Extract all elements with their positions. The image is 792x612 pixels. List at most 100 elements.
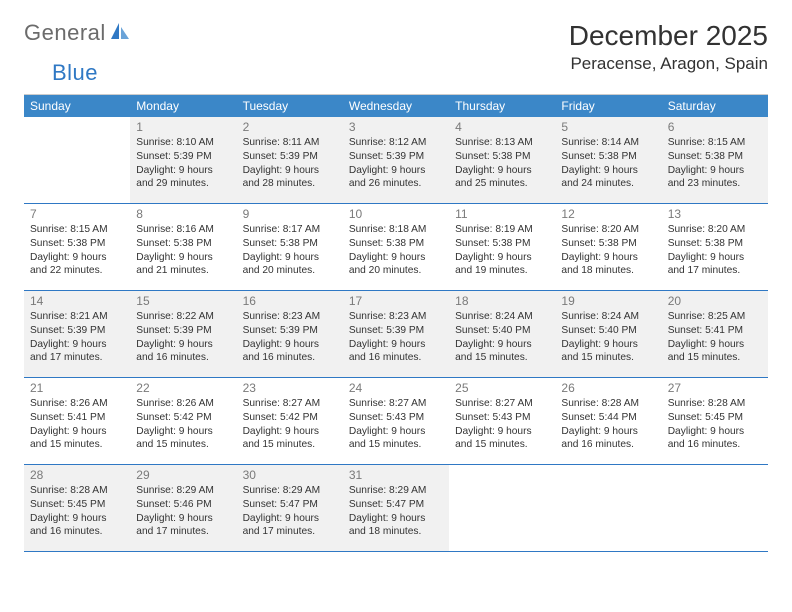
sunrise-text: Sunrise: 8:28 AM	[668, 397, 762, 411]
sunset-text: Sunset: 5:39 PM	[349, 324, 443, 338]
day-number: 11	[455, 207, 549, 221]
day-info: Sunrise: 8:26 AMSunset: 5:41 PMDaylight:…	[30, 397, 124, 452]
sunset-text: Sunset: 5:38 PM	[561, 150, 655, 164]
sunrise-text: Sunrise: 8:29 AM	[349, 484, 443, 498]
sunrise-text: Sunrise: 8:27 AM	[243, 397, 337, 411]
week-row: 14Sunrise: 8:21 AMSunset: 5:39 PMDayligh…	[24, 291, 768, 378]
daylight-text: Daylight: 9 hours and 15 minutes.	[243, 425, 337, 453]
daylight-text: Daylight: 9 hours and 15 minutes.	[561, 338, 655, 366]
day-cell: 17Sunrise: 8:23 AMSunset: 5:39 PMDayligh…	[343, 291, 449, 377]
day-number: 25	[455, 381, 549, 395]
day-info: Sunrise: 8:29 AMSunset: 5:46 PMDaylight:…	[136, 484, 230, 539]
daylight-text: Daylight: 9 hours and 20 minutes.	[349, 251, 443, 279]
month-title: December 2025	[569, 20, 768, 52]
sunset-text: Sunset: 5:38 PM	[349, 237, 443, 251]
day-cell: 5Sunrise: 8:14 AMSunset: 5:38 PMDaylight…	[555, 117, 661, 203]
day-number: 14	[30, 294, 124, 308]
sunrise-text: Sunrise: 8:20 AM	[668, 223, 762, 237]
daylight-text: Daylight: 9 hours and 29 minutes.	[136, 164, 230, 192]
daylight-text: Daylight: 9 hours and 17 minutes.	[243, 512, 337, 540]
sunset-text: Sunset: 5:41 PM	[30, 411, 124, 425]
day-cell	[555, 465, 661, 551]
location-label: Peracense, Aragon, Spain	[569, 54, 768, 74]
dayofweek-header-cell: Tuesday	[237, 95, 343, 117]
daylight-text: Daylight: 9 hours and 16 minutes.	[136, 338, 230, 366]
calendar-grid: SundayMondayTuesdayWednesdayThursdayFrid…	[24, 94, 768, 552]
sunrise-text: Sunrise: 8:19 AM	[455, 223, 549, 237]
sunset-text: Sunset: 5:39 PM	[349, 150, 443, 164]
daylight-text: Daylight: 9 hours and 17 minutes.	[668, 251, 762, 279]
sunrise-text: Sunrise: 8:21 AM	[30, 310, 124, 324]
day-info: Sunrise: 8:13 AMSunset: 5:38 PMDaylight:…	[455, 136, 549, 191]
sunrise-text: Sunrise: 8:12 AM	[349, 136, 443, 150]
day-number: 6	[668, 120, 762, 134]
daylight-text: Daylight: 9 hours and 19 minutes.	[455, 251, 549, 279]
day-info: Sunrise: 8:11 AMSunset: 5:39 PMDaylight:…	[243, 136, 337, 191]
day-number: 5	[561, 120, 655, 134]
day-number: 31	[349, 468, 443, 482]
sunset-text: Sunset: 5:38 PM	[668, 150, 762, 164]
day-number: 2	[243, 120, 337, 134]
sunrise-text: Sunrise: 8:25 AM	[668, 310, 762, 324]
sunset-text: Sunset: 5:47 PM	[243, 498, 337, 512]
day-info: Sunrise: 8:25 AMSunset: 5:41 PMDaylight:…	[668, 310, 762, 365]
sunset-text: Sunset: 5:39 PM	[243, 150, 337, 164]
sunset-text: Sunset: 5:38 PM	[30, 237, 124, 251]
sunset-text: Sunset: 5:43 PM	[349, 411, 443, 425]
day-number: 9	[243, 207, 337, 221]
day-cell: 1Sunrise: 8:10 AMSunset: 5:39 PMDaylight…	[130, 117, 236, 203]
day-cell: 6 Sunrise: 8:15 AMSunset: 5:38 PMDaylight…	[662, 117, 768, 203]
day-cell: 8Sunrise: 8:16 AMSunset: 5:38 PMDaylight…	[130, 204, 236, 290]
day-number: 21	[30, 381, 124, 395]
sunset-text: Sunset: 5:44 PM	[561, 411, 655, 425]
day-info: Sunrise: 8:27 AMSunset: 5:43 PMDaylight:…	[349, 397, 443, 452]
day-info: Sunrise: 8:27 AMSunset: 5:42 PMDaylight:…	[243, 397, 337, 452]
daylight-text: Daylight: 9 hours and 16 minutes.	[30, 512, 124, 540]
sunrise-text: Sunrise: 8:15 AM	[30, 223, 124, 237]
sunset-text: Sunset: 5:39 PM	[243, 324, 337, 338]
daylight-text: Daylight: 9 hours and 24 minutes.	[561, 164, 655, 192]
sunset-text: Sunset: 5:39 PM	[30, 324, 124, 338]
daylight-text: Daylight: 9 hours and 15 minutes.	[30, 425, 124, 453]
day-info: Sunrise: 8:28 AMSunset: 5:44 PMDaylight:…	[561, 397, 655, 452]
sunset-text: Sunset: 5:42 PM	[136, 411, 230, 425]
day-info: Sunrise: 8:21 AMSunset: 5:39 PMDaylight:…	[30, 310, 124, 365]
sunrise-text: Sunrise: 8:29 AM	[136, 484, 230, 498]
dayofweek-header-row: SundayMondayTuesdayWednesdayThursdayFrid…	[24, 95, 768, 117]
daylight-text: Daylight: 9 hours and 23 minutes.	[668, 164, 762, 192]
daylight-text: Daylight: 9 hours and 15 minutes.	[455, 338, 549, 366]
day-number: 16	[243, 294, 337, 308]
sunrise-text: Sunrise: 8:28 AM	[561, 397, 655, 411]
sunrise-text: Sunrise: 8:28 AM	[30, 484, 124, 498]
dayofweek-header-cell: Friday	[555, 95, 661, 117]
day-info: Sunrise: 8:15 AMSunset: 5:38 PMDaylight:…	[668, 136, 762, 191]
day-cell: 25Sunrise: 8:27 AMSunset: 5:43 PMDayligh…	[449, 378, 555, 464]
daylight-text: Daylight: 9 hours and 17 minutes.	[136, 512, 230, 540]
day-info: Sunrise: 8:29 AMSunset: 5:47 PMDaylight:…	[243, 484, 337, 539]
day-info: Sunrise: 8:28 AMSunset: 5:45 PMDaylight:…	[668, 397, 762, 452]
sunrise-text: Sunrise: 8:24 AM	[561, 310, 655, 324]
day-number: 10	[349, 207, 443, 221]
day-number: 19	[561, 294, 655, 308]
sunset-text: Sunset: 5:39 PM	[136, 324, 230, 338]
day-info: Sunrise: 8:29 AMSunset: 5:47 PMDaylight:…	[349, 484, 443, 539]
day-cell	[449, 465, 555, 551]
day-cell: 24Sunrise: 8:27 AMSunset: 5:43 PMDayligh…	[343, 378, 449, 464]
daylight-text: Daylight: 9 hours and 16 minutes.	[668, 425, 762, 453]
day-cell: 21 Sunrise: 8:26 AMSunset: 5:41 PMDayligh…	[24, 378, 130, 464]
day-cell: 12Sunrise: 8:20 AMSunset: 5:38 PMDayligh…	[555, 204, 661, 290]
daylight-text: Daylight: 9 hours and 16 minutes.	[243, 338, 337, 366]
week-row: 21 Sunrise: 8:26 AMSunset: 5:41 PMDayligh…	[24, 378, 768, 465]
day-info: Sunrise: 8:28 AMSunset: 5:45 PMDaylight:…	[30, 484, 124, 539]
day-cell: 31 Sunrise: 8:29 AMSunset: 5:47 PMDayligh…	[343, 465, 449, 551]
sunrise-text: Sunrise: 8:23 AM	[243, 310, 337, 324]
day-cell: 2 Sunrise: 8:11 AMSunset: 5:39 PMDaylight…	[237, 117, 343, 203]
day-cell: 29Sunrise: 8:29 AMSunset: 5:46 PMDayligh…	[130, 465, 236, 551]
sunrise-text: Sunrise: 8:18 AM	[349, 223, 443, 237]
day-cell: 18Sunrise: 8:24 AMSunset: 5:40 PMDayligh…	[449, 291, 555, 377]
day-cell: 23Sunrise: 8:27 AMSunset: 5:42 PMDayligh…	[237, 378, 343, 464]
day-number: 22	[136, 381, 230, 395]
daylight-text: Daylight: 9 hours and 15 minutes.	[455, 425, 549, 453]
day-number: 7	[30, 207, 124, 221]
daylight-text: Daylight: 9 hours and 25 minutes.	[455, 164, 549, 192]
